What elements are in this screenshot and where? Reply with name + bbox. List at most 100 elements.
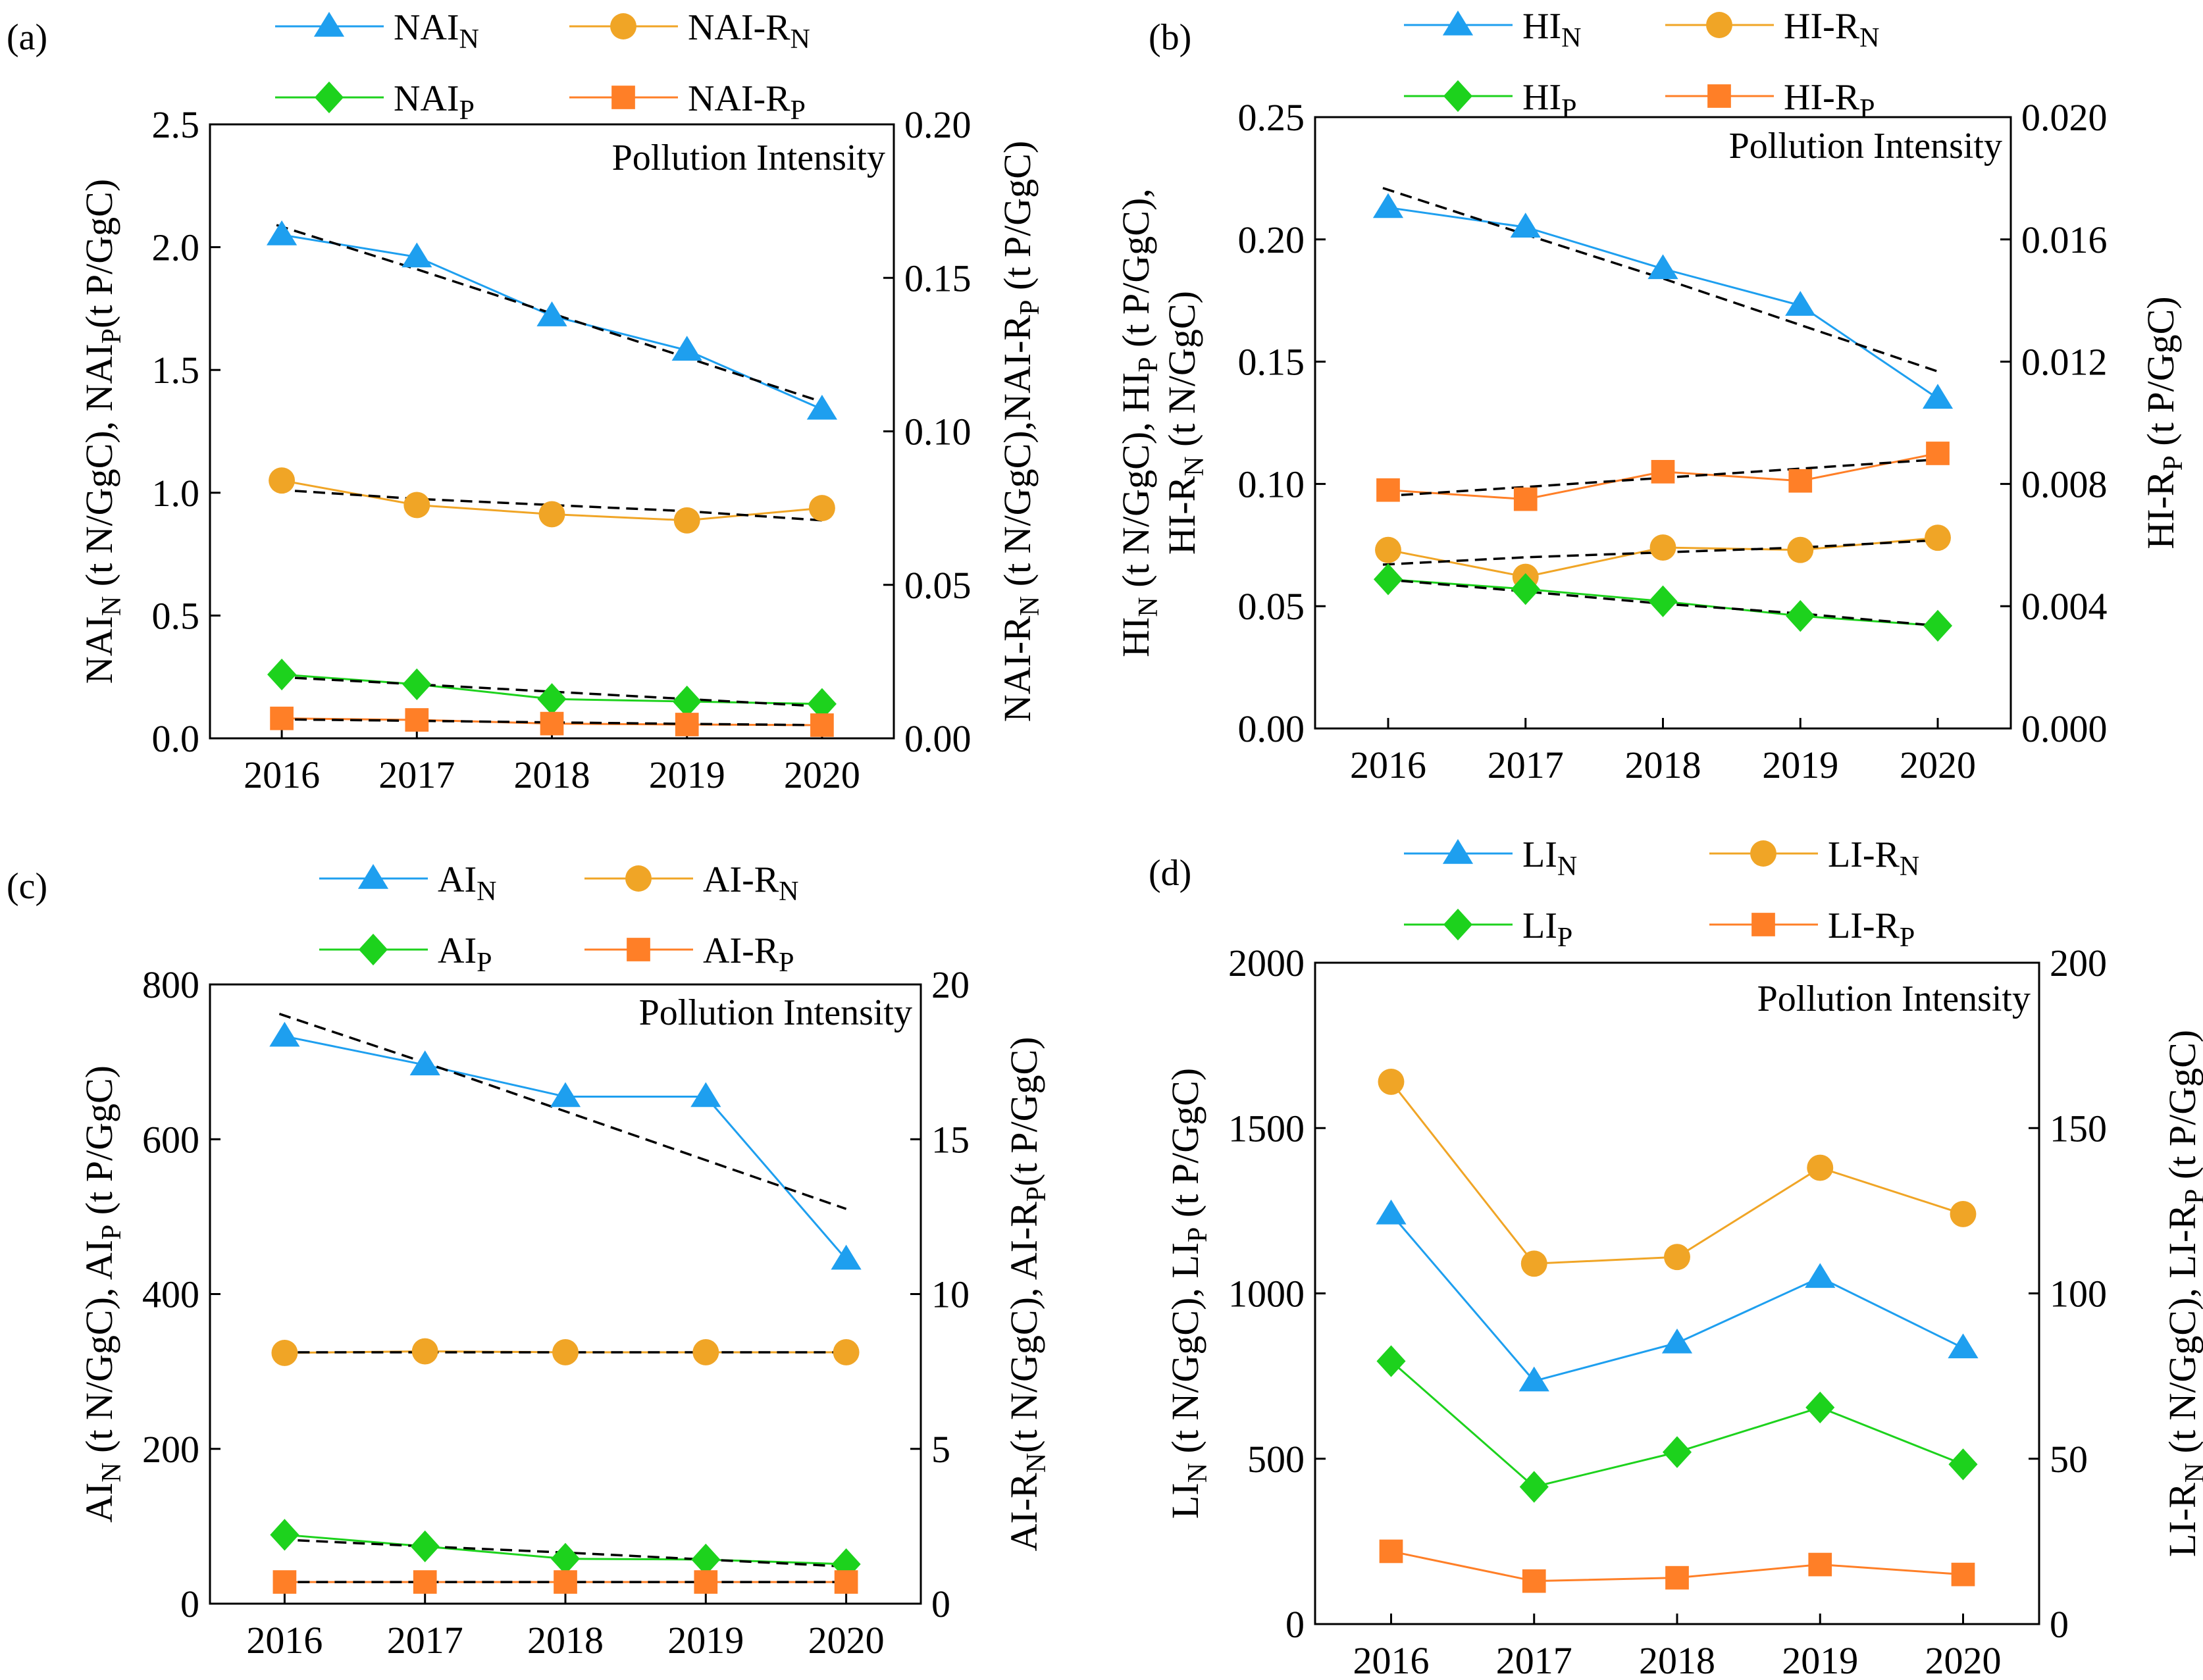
data-point (1379, 1539, 1403, 1564)
chart-panel-b: (b) 0.00 0.05 0.10 0.15 0.20 0.25 0.000 0.004 0.0… (1114, 6, 2189, 786)
y-left-tick-label: 0.20 (1238, 218, 1305, 261)
y-left-tick-label: 0.15 (1238, 341, 1305, 384)
data-point (1375, 536, 1401, 563)
legend-marker (1750, 840, 1776, 867)
annotation-text: Pollution Intensity (639, 992, 912, 1033)
legend-label: LI-RP (1828, 905, 1915, 953)
series-nai-p (267, 658, 837, 720)
legend-marker (625, 865, 652, 892)
legend-item: AI-RN (584, 859, 798, 907)
series-nai-r-p (270, 706, 834, 737)
data-point (269, 467, 296, 494)
legend-marker (314, 81, 344, 114)
chart-panel-a: (a) 0.0 0.5 1.0 1.5 2.0 2.5 0.00 0.05 0.10 0.15 0.2… (7, 7, 1045, 796)
legend-item: LI-RP (1709, 905, 1915, 953)
data-point (550, 1082, 581, 1107)
data-point (810, 713, 834, 737)
data-point (405, 708, 429, 732)
y-right-tick-label: 0.00 (904, 717, 972, 760)
data-point (1647, 254, 1678, 280)
panel-label: (a) (7, 17, 47, 58)
legend-marker (1706, 12, 1732, 38)
data-point (1807, 1154, 1834, 1181)
legend-marker (358, 933, 388, 966)
data-point (269, 1021, 300, 1047)
data-point (409, 1050, 440, 1076)
data-point (1376, 1345, 1406, 1377)
data-point (403, 492, 430, 519)
series-nai-r-n (269, 467, 835, 534)
y-left-axis-label-line2: HI-RN (t N/GgC) (1160, 291, 1210, 555)
data-point (536, 301, 567, 326)
data-point (1665, 1565, 1689, 1590)
series-hi-r-n (1375, 524, 1951, 590)
trend-line (276, 488, 823, 522)
y-left-tick-label: 0.25 (1238, 96, 1305, 139)
data-point (671, 336, 702, 361)
legend-item: LIP (1404, 905, 1572, 953)
data-point (538, 501, 565, 528)
legend-label: NAIN (394, 7, 479, 55)
legend-marker (627, 938, 650, 961)
trend-line (278, 1013, 847, 1210)
x-tick-label: 2017 (387, 1619, 463, 1662)
y-left-tick-label: 500 (1247, 1438, 1305, 1481)
series-ai-n (269, 1013, 862, 1270)
x-tick-label: 2019 (649, 753, 725, 796)
y-right-tick-label: 0 (2050, 1603, 2069, 1646)
annotation-text: Pollution Intensity (1757, 979, 2031, 1019)
legend-item: NAIN (275, 7, 479, 55)
legend-label: LIN (1522, 834, 1577, 882)
y-right-tick-label: 0.016 (2021, 218, 2108, 261)
chart-panel-c: (c) 0 200 400 600 800 0 5 10 15 20 2016 2017 2018 2019… (7, 859, 1052, 1662)
data-point (1948, 1333, 1979, 1359)
y-right-axis-label: LI-RN (t N/GgC), LI-RP (t P/GgC) (2161, 1030, 2203, 1557)
series-hi-p (1373, 563, 1953, 642)
data-point (554, 1570, 577, 1594)
legend-marker (611, 86, 635, 109)
y-left-tick-label: 2000 (1228, 942, 1305, 984)
data-point (410, 1530, 440, 1563)
legend-marker (1443, 80, 1473, 113)
y-right-tick-label: 5 (931, 1428, 950, 1471)
x-tick-label: 2019 (1762, 744, 1838, 786)
data-point (1372, 193, 1404, 218)
data-point (673, 507, 700, 534)
legend-item: HIN (1404, 6, 1581, 53)
data-point (807, 688, 837, 720)
annotation-text: Pollution Intensity (612, 138, 885, 178)
x-tick-label: 2019 (1782, 1639, 1858, 1680)
x-tick-label: 2016 (1353, 1639, 1430, 1680)
data-point (1651, 459, 1675, 484)
data-point (1522, 1569, 1546, 1593)
legend-label: NAIP (394, 78, 475, 126)
legend-marker (313, 11, 345, 37)
y-left-axis-label: NAIN (t N/GgC), NAIP(t P/GgC) (78, 179, 127, 684)
panel-label: (c) (7, 866, 47, 907)
data-point (1648, 585, 1678, 617)
data-point (1808, 1552, 1832, 1577)
legend-marker (1707, 84, 1731, 108)
data-point (540, 711, 564, 736)
y-right-tick-label: 20 (931, 963, 970, 1006)
legend-label: HIN (1522, 6, 1581, 53)
x-tick-label: 2017 (1488, 744, 1564, 786)
x-tick-label: 2016 (246, 1619, 323, 1662)
x-tick-label: 2016 (1350, 744, 1426, 786)
legend-item: AIN (319, 859, 496, 907)
x-tick-label: 2017 (378, 753, 455, 796)
data-point (1513, 487, 1538, 511)
legend-item: LIN (1404, 834, 1577, 882)
x-tick-label: 2020 (808, 1619, 885, 1662)
x-tick-label: 2017 (1496, 1639, 1572, 1680)
data-point (1948, 1448, 1978, 1481)
y-right-tick-label: 0.008 (2021, 463, 2108, 505)
legend-label: NAI-RN (688, 7, 810, 55)
y-right-tick-label: 50 (2050, 1438, 2088, 1481)
y-right-tick-label: 0.20 (904, 103, 972, 146)
y-left-axis-label: LIN (t N/GgC), LIP (t P/GgC) (1164, 1068, 1213, 1519)
legend-label: NAI-RP (688, 78, 806, 126)
y-right-tick-label: 0.012 (2021, 341, 2108, 384)
data-point (1805, 1263, 1836, 1288)
